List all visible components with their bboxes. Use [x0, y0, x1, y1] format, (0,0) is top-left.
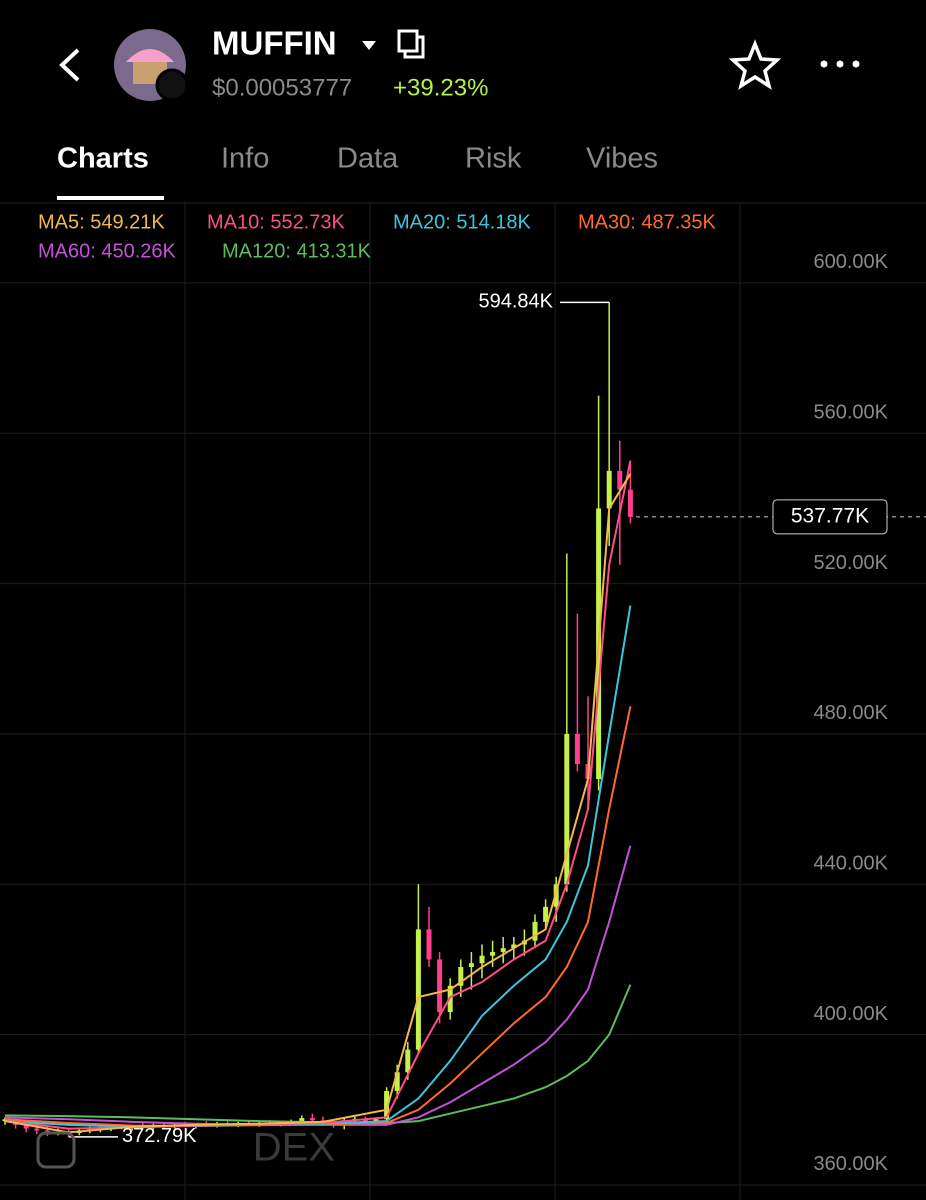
candle-body	[373, 1119, 379, 1122]
dropdown[interactable]	[362, 41, 376, 50]
candle-body	[574, 733, 580, 765]
candle-body	[426, 929, 432, 960]
y-tick-label: 600.00K	[813, 251, 888, 273]
candle-body	[44, 1130, 50, 1133]
candle-body	[490, 951, 496, 956]
y-tick-label: 440.00K	[813, 853, 888, 875]
favorite-button[interactable]	[728, 39, 782, 90]
price-change: +39.23%	[393, 74, 488, 101]
current-price-label: 537.77K	[791, 504, 869, 527]
low-label: 372.79K	[122, 1125, 197, 1147]
ma-line	[4, 473, 632, 1134]
candle-body	[500, 948, 506, 952]
copy-icon	[397, 29, 419, 53]
candle-body	[299, 1118, 305, 1122]
candle-body	[543, 906, 549, 922]
candle-body	[627, 489, 633, 517]
y-tick-label: 520.00K	[813, 552, 888, 574]
candle-body	[479, 955, 485, 964]
candle-body	[458, 966, 464, 986]
candle-body	[564, 733, 570, 885]
price: $0.00053777	[212, 74, 352, 101]
y-tick-label: 360.00K	[813, 1153, 888, 1175]
legend-entry: MA20: 514.18K	[393, 211, 532, 233]
candle-body	[384, 1091, 390, 1120]
ma-line	[4, 845, 632, 1126]
y-tick-label: 560.00K	[813, 402, 888, 424]
legend-entry: MA120: 413.31K	[222, 240, 372, 262]
tab[interactable]: Info	[221, 143, 269, 175]
avatar-icon	[126, 49, 174, 62]
tab[interactable]: Charts	[57, 143, 149, 175]
y-tick-label: 400.00K	[813, 1003, 888, 1025]
chain-badge	[155, 68, 189, 102]
legend-entry: MA60: 450.26K	[38, 240, 177, 262]
tab[interactable]: Risk	[465, 143, 522, 175]
current-price-box	[772, 499, 888, 535]
candle-body	[617, 470, 623, 490]
token-name: MUFFIN	[212, 25, 337, 62]
candle-body	[437, 959, 443, 1013]
tab[interactable]: Vibes	[586, 143, 658, 175]
candle-body	[606, 470, 612, 509]
legend-entry: MA30: 487.35K	[578, 211, 717, 233]
more-button[interactable]	[820, 60, 860, 68]
candle-body	[394, 1072, 400, 1092]
y-tick-label: 480.00K	[813, 702, 888, 724]
candle-body	[23, 1124, 29, 1129]
candle-body	[511, 944, 517, 949]
legend-entry: MA5: 549.21K	[38, 211, 165, 233]
watermark: DEX	[253, 1126, 335, 1170]
tab[interactable]: Data	[337, 143, 399, 175]
ma-line	[4, 984, 632, 1124]
candle-body	[553, 884, 559, 907]
candle-body	[405, 1049, 411, 1073]
candle-body	[532, 921, 538, 941]
candle-body	[415, 929, 421, 1050]
reset-view-button[interactable]	[36, 1131, 76, 1169]
candle-body	[34, 1128, 40, 1131]
active-tab-indicator	[57, 196, 164, 200]
high-label: 594.84K	[478, 291, 553, 313]
legend-entry: MA10: 552.73K	[207, 211, 346, 233]
back-button[interactable]	[59, 48, 80, 82]
candle-body	[309, 1118, 315, 1121]
candle-body	[468, 963, 474, 967]
